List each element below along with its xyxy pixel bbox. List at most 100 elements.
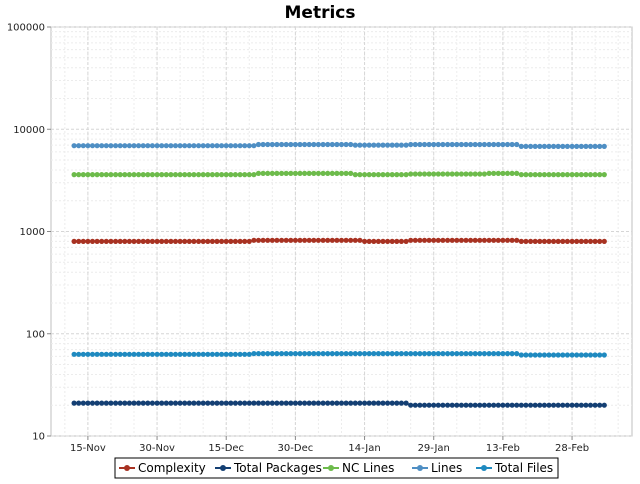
data-point-lines	[163, 143, 169, 149]
data-point-lines	[94, 143, 100, 149]
data-point-total-packages	[223, 400, 229, 406]
data-point-total-files	[454, 351, 460, 357]
data-point-lines	[315, 141, 321, 148]
data-point-lines	[136, 143, 142, 149]
data-point-complexity	[191, 238, 197, 244]
data-point-total-files	[131, 351, 137, 357]
data-point-complexity	[89, 238, 96, 244]
data-point-total-files	[237, 351, 243, 357]
data-point-nc-lines	[269, 170, 275, 176]
data-point-complexity	[509, 237, 515, 243]
data-point-total-packages	[564, 402, 571, 408]
data-point-nc-lines	[200, 172, 206, 178]
data-point-total-packages	[398, 400, 404, 406]
data-point-lines	[200, 143, 206, 149]
x-tick-label: 30-Nov	[139, 443, 175, 454]
data-point-nc-lines	[76, 172, 82, 178]
data-point-lines	[306, 141, 312, 148]
data-point-total-packages	[94, 400, 100, 406]
data-point-total-files	[103, 351, 109, 357]
data-point-total-files	[394, 351, 400, 357]
data-point-nc-lines	[131, 172, 137, 178]
data-point-nc-lines	[472, 171, 478, 177]
data-point-total-files	[283, 351, 289, 357]
data-point-lines	[329, 141, 335, 148]
data-point-total-packages	[149, 400, 155, 406]
data-point-complexity	[85, 238, 91, 244]
data-point-nc-lines	[352, 172, 358, 178]
data-point-complexity	[592, 238, 598, 244]
data-point-nc-lines	[560, 172, 566, 178]
data-point-complexity	[385, 238, 391, 244]
legend-item-total-packages: Total Packages	[215, 461, 322, 475]
data-point-complexity	[560, 238, 566, 244]
data-point-total-files	[140, 351, 146, 357]
x-tick-label: 30-Dec	[278, 443, 314, 454]
data-point-nc-lines	[94, 172, 100, 178]
data-point-lines	[597, 143, 603, 149]
data-point-total-packages	[509, 402, 515, 408]
data-point-total-packages	[279, 400, 285, 406]
data-point-total-files	[177, 351, 183, 357]
data-point-total-packages	[113, 400, 119, 406]
data-point-total-files	[528, 352, 534, 358]
data-point-total-packages	[555, 402, 561, 408]
data-point-total-packages	[283, 400, 289, 406]
data-point-total-files	[412, 351, 418, 357]
data-point-nc-lines	[500, 170, 506, 176]
data-point-total-packages	[408, 402, 414, 408]
data-point-lines	[159, 143, 165, 149]
data-point-complexity	[574, 238, 580, 244]
data-point-nc-lines	[477, 171, 483, 177]
data-point-total-files	[168, 351, 174, 357]
data-point-total-packages	[315, 400, 321, 406]
data-point-complexity	[214, 238, 220, 244]
data-point-complexity	[288, 237, 294, 243]
plot-area: 10 100 1000 10000 100000 15-Nov 30-Nov 15-Dec 30…	[7, 23, 633, 454]
data-point-lines	[177, 143, 183, 149]
data-point-complexity	[518, 238, 524, 244]
data-point-nc-lines	[260, 170, 266, 176]
data-point-nc-lines	[417, 171, 423, 177]
data-point-total-files	[306, 351, 312, 357]
data-point-complexity	[292, 237, 298, 243]
data-point-total-packages	[518, 402, 524, 408]
data-point-total-files	[159, 351, 165, 357]
data-point-nc-lines	[232, 172, 238, 178]
data-point-nc-lines	[196, 172, 202, 178]
data-point-complexity	[454, 237, 460, 243]
data-point-lines	[537, 143, 543, 149]
data-point-total-files	[426, 351, 432, 357]
data-point-total-packages	[122, 400, 128, 406]
data-point-complexity	[532, 238, 538, 244]
data-point-total-packages	[251, 400, 257, 406]
data-point-nc-lines	[486, 170, 492, 176]
data-point-nc-lines	[302, 170, 308, 176]
data-point-total-packages	[578, 402, 584, 408]
data-point-lines	[385, 142, 391, 148]
data-point-complexity	[200, 238, 206, 244]
data-point-nc-lines	[85, 172, 91, 178]
data-point-complexity	[103, 238, 109, 244]
data-point-nc-lines	[205, 172, 211, 178]
data-point-total-packages	[532, 402, 538, 408]
data-point-nc-lines	[495, 170, 501, 176]
data-point-lines	[223, 143, 229, 149]
data-point-lines	[371, 142, 377, 148]
data-point-complexity	[182, 238, 188, 244]
data-point-total-packages	[592, 402, 598, 408]
data-point-total-packages	[574, 402, 580, 408]
data-point-total-files	[551, 352, 557, 358]
data-point-lines	[85, 143, 91, 149]
data-point-complexity	[154, 238, 160, 244]
data-point-total-files	[136, 351, 142, 357]
data-point-total-files	[260, 351, 266, 357]
data-point-lines	[449, 141, 455, 148]
data-point-complexity	[569, 238, 575, 244]
data-point-total-files	[255, 351, 262, 357]
data-point-lines	[551, 143, 557, 149]
data-point-complexity	[495, 237, 501, 243]
data-point-lines	[168, 143, 174, 149]
data-point-total-packages	[597, 402, 603, 408]
data-point-complexity	[117, 238, 123, 244]
